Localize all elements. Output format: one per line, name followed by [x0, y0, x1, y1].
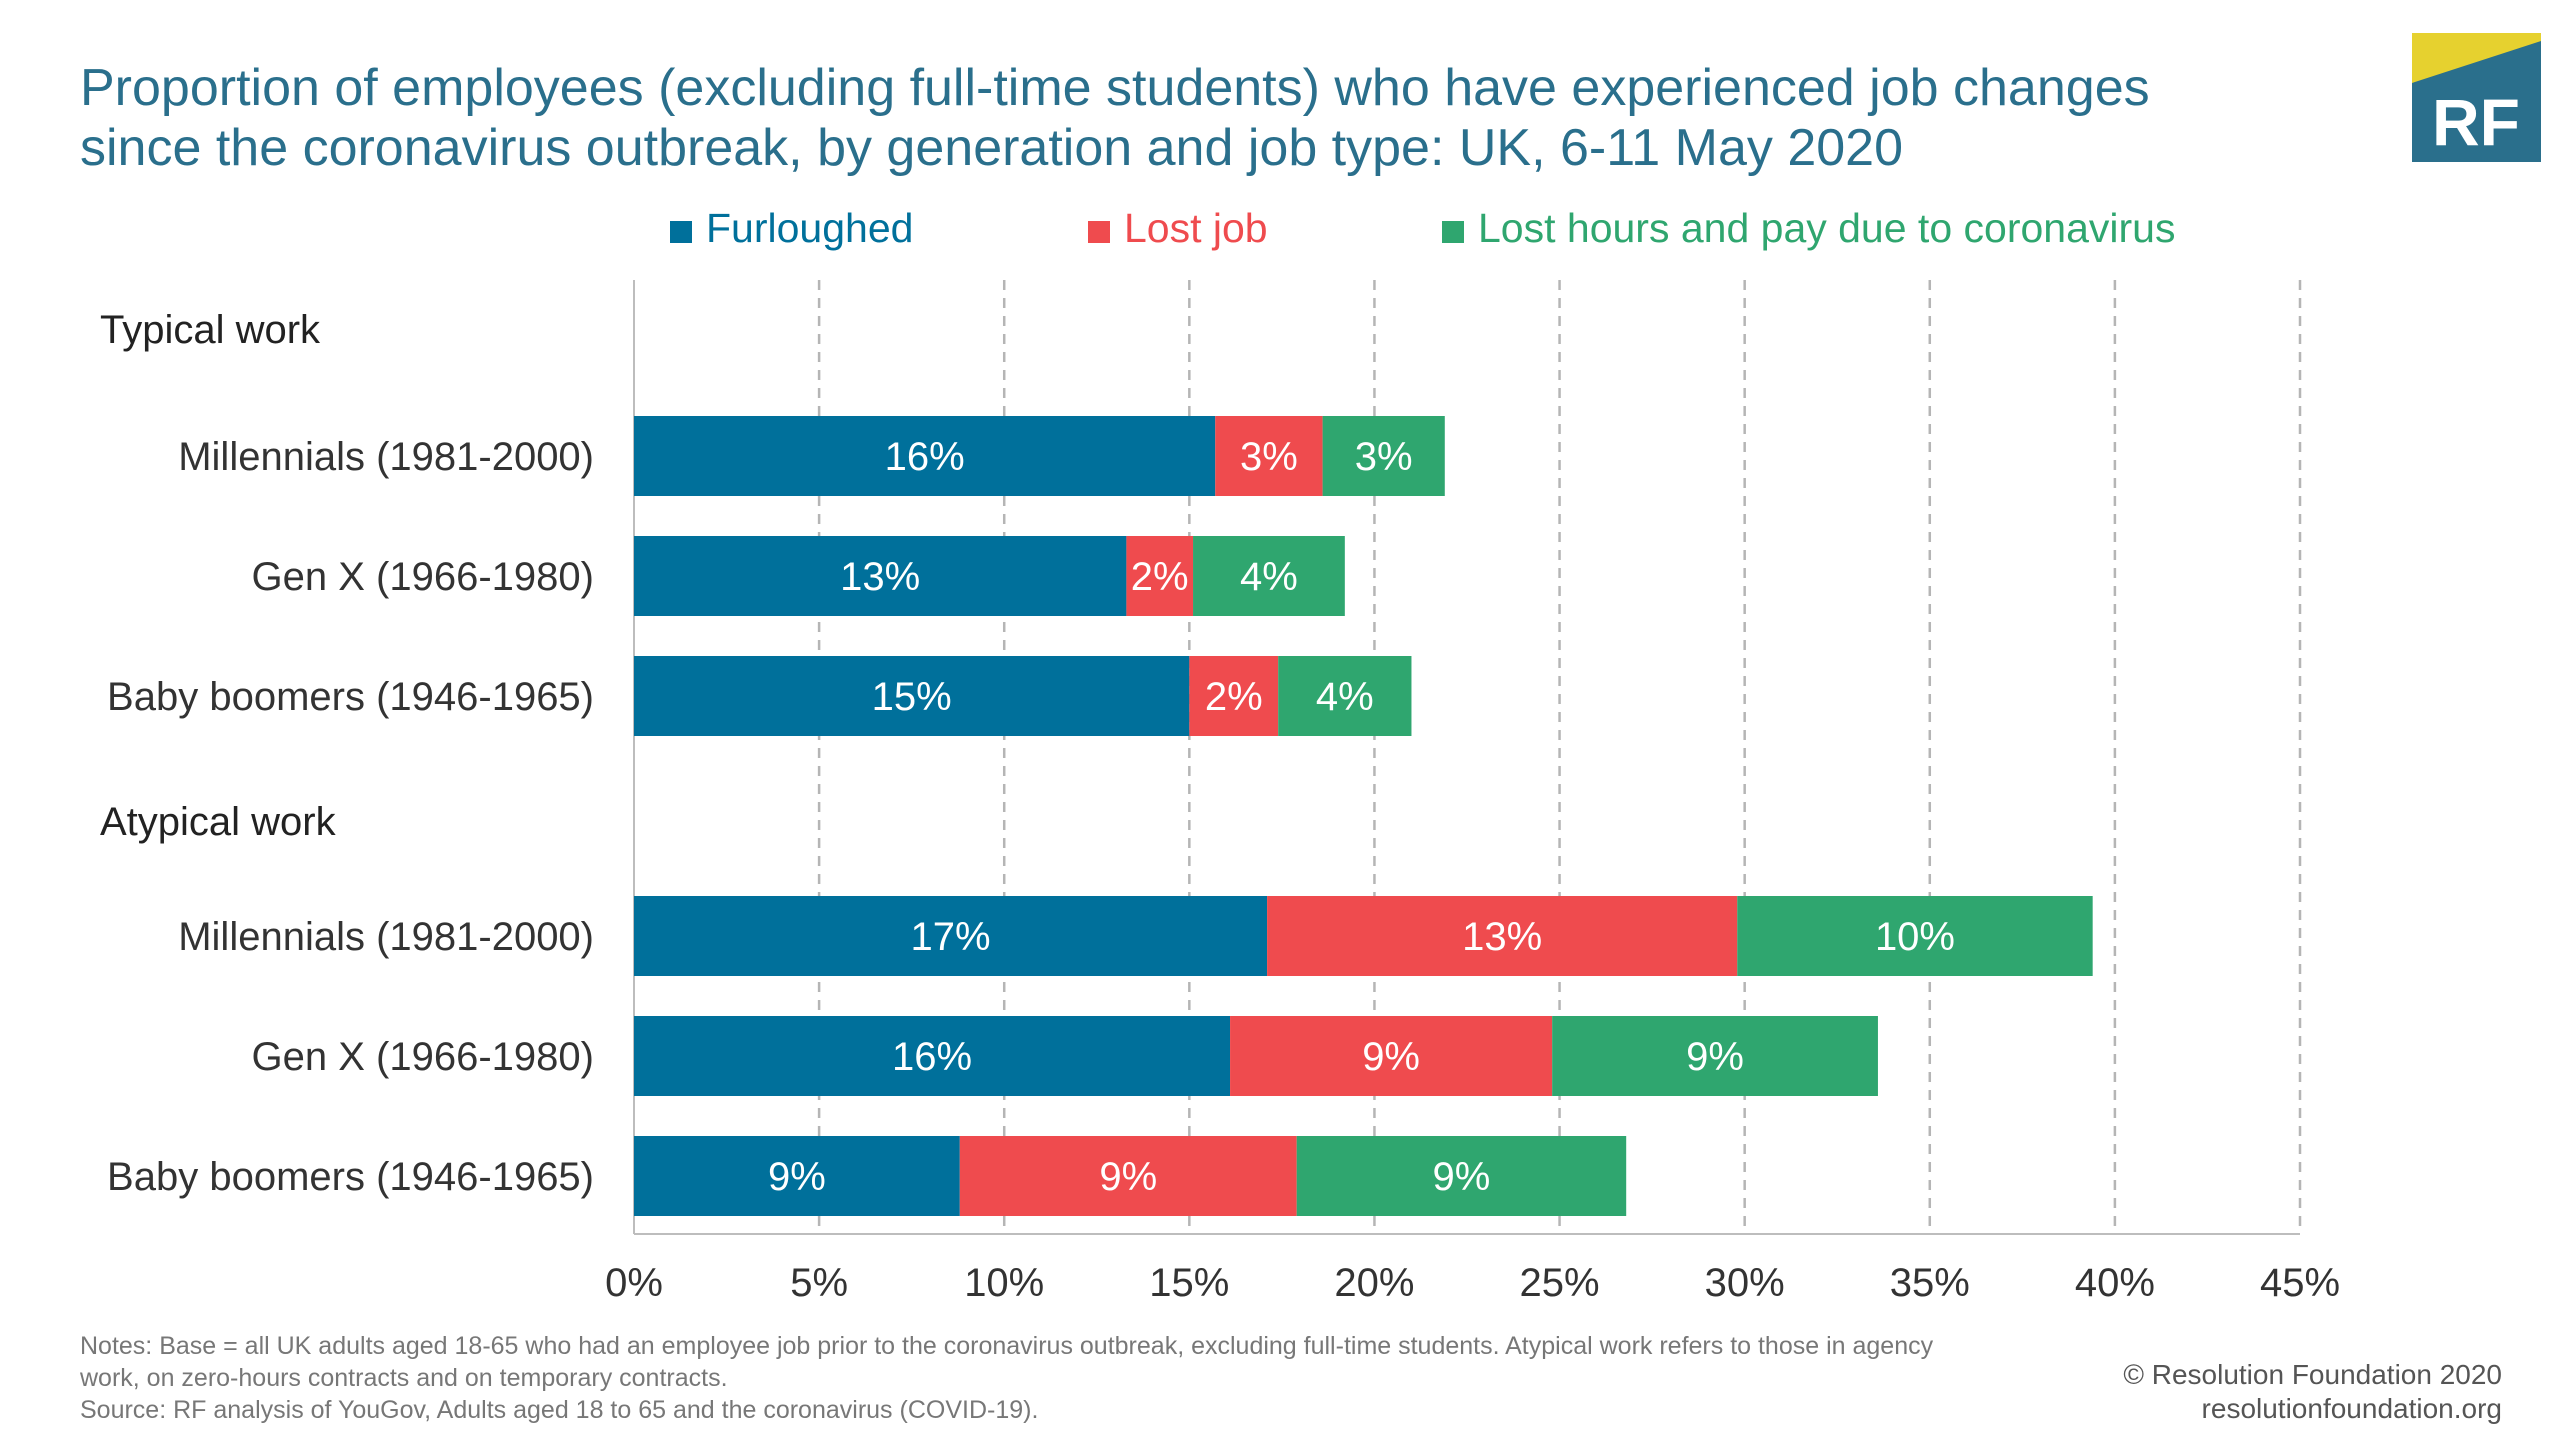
- data-label: 3%: [1240, 435, 1298, 479]
- legend-label-lost-hours: Lost hours and pay due to coronavirus: [1478, 205, 2176, 251]
- logo-text: RF: [2432, 85, 2520, 159]
- category-label: Millennials (1981-2000): [178, 915, 594, 959]
- credit: © Resolution Foundation 2020 resolutionf…: [2123, 1358, 2502, 1426]
- chart-title: Proportion of employees (excluding full-…: [80, 59, 2150, 177]
- data-label: 13%: [840, 555, 920, 599]
- bar-segment-lost-job: [1126, 536, 1194, 616]
- x-tick-label: 20%: [1334, 1261, 1414, 1305]
- bar-segment-lost-job: [1267, 896, 1738, 976]
- stacked-bar-chart: 0% 5% 10% 15% 20% 25% 30% 35% 40% 45% Typical work…: [100, 280, 2340, 1305]
- data-label: 4%: [1316, 675, 1374, 719]
- data-label: 4%: [1240, 555, 1298, 599]
- bar-segment-lost-job: [1230, 1016, 1553, 1096]
- legend-item-lost-hours: Lost hours and pay due to coronavirus: [1442, 205, 2175, 252]
- data-label: 9%: [1433, 1155, 1491, 1199]
- legend: Furloughed Lost job Lost hours and pay d…: [0, 205, 2560, 265]
- data-label: 2%: [1131, 555, 1189, 599]
- data-label: 9%: [1099, 1155, 1157, 1199]
- legend-label-lost-job: Lost job: [1124, 205, 1268, 251]
- bar-segment-lost-job: [959, 1136, 1297, 1216]
- legend-label-furloughed: Furloughed: [706, 205, 914, 251]
- data-label: 16%: [885, 435, 965, 479]
- x-tick-label: 0%: [605, 1261, 663, 1305]
- category-label: Gen X (1966-1980): [252, 1035, 594, 1079]
- rf-logo: RF: [2412, 33, 2541, 162]
- data-label: 13%: [1462, 915, 1542, 959]
- bar-segment-furloughed: [634, 536, 1127, 616]
- data-label: 9%: [1686, 1035, 1744, 1079]
- bar-segment-furloughed: [634, 656, 1190, 736]
- notes-line: Notes: Base = all UK adults aged 18-65 w…: [80, 1332, 1934, 1360]
- x-tick-label: 10%: [964, 1261, 1044, 1305]
- data-label: 15%: [872, 675, 952, 719]
- bar-segment-lost-hours-and-pay-due-to-coronavirus: [1193, 536, 1345, 616]
- data-label: 16%: [892, 1035, 972, 1079]
- x-tick-label: 35%: [1890, 1261, 1970, 1305]
- data-label: 9%: [1362, 1035, 1420, 1079]
- x-tick-label: 45%: [2260, 1261, 2340, 1305]
- bar-segment-lost-hours-and-pay-due-to-coronavirus: [1552, 1016, 1878, 1096]
- website: resolutionfoundation.org: [2201, 1393, 2502, 1424]
- bar-segment-lost-hours-and-pay-due-to-coronavirus: [1322, 416, 1445, 496]
- data-label: 10%: [1875, 915, 1955, 959]
- bar-segment-lost-job: [1215, 416, 1323, 496]
- x-tick-label: 40%: [2075, 1261, 2155, 1305]
- legend-swatch-lost-job: [1088, 220, 1110, 243]
- bar-segment-furloughed: [634, 416, 1216, 496]
- category-label: Baby boomers (1946-1965): [107, 1155, 594, 1199]
- x-tick-label: 5%: [790, 1261, 848, 1305]
- data-label: 17%: [911, 915, 991, 959]
- x-tick-label: 15%: [1149, 1261, 1229, 1305]
- legend-swatch-furloughed: [670, 220, 692, 243]
- legend-item-furloughed: Furloughed: [670, 205, 913, 252]
- logo-accent: [2412, 33, 2541, 83]
- group-label-atypical-work: Atypical work: [100, 800, 337, 844]
- copyright: © Resolution Foundation 2020: [2123, 1359, 2502, 1390]
- x-tick-label: 30%: [1705, 1261, 1785, 1305]
- legend-item-lost-job: Lost job: [1088, 205, 1268, 252]
- category-label: Millennials (1981-2000): [178, 435, 594, 479]
- category-label: Baby boomers (1946-1965): [107, 675, 594, 719]
- bar-segment-furloughed: [634, 1016, 1231, 1096]
- source-line: Source: RF analysis of YouGov, Adults ag…: [80, 1396, 1039, 1424]
- legend-swatch-lost-hours: [1442, 220, 1464, 243]
- bar-segment-lost-hours-and-pay-due-to-coronavirus: [1278, 656, 1412, 736]
- data-label: 9%: [768, 1155, 826, 1199]
- bar-segment-furloughed: [634, 1136, 960, 1216]
- data-label: 3%: [1355, 435, 1413, 479]
- x-tick-label: 25%: [1520, 1261, 1600, 1305]
- notes-line: work, on zero-hours contracts and on tem…: [80, 1364, 728, 1392]
- data-label: 2%: [1205, 675, 1263, 719]
- notes: Notes: Base = all UK adults aged 18-65 w…: [80, 1330, 2100, 1426]
- bar-segment-lost-hours-and-pay-due-to-coronavirus: [1737, 896, 2093, 976]
- bar-segment-furloughed: [634, 896, 1268, 976]
- bar-segment-lost-job: [1189, 656, 1279, 736]
- category-label: Gen X (1966-1980): [252, 555, 594, 599]
- bar-segment-lost-hours-and-pay-due-to-coronavirus: [1296, 1136, 1627, 1216]
- group-label-typical-work: Typical work: [100, 308, 321, 352]
